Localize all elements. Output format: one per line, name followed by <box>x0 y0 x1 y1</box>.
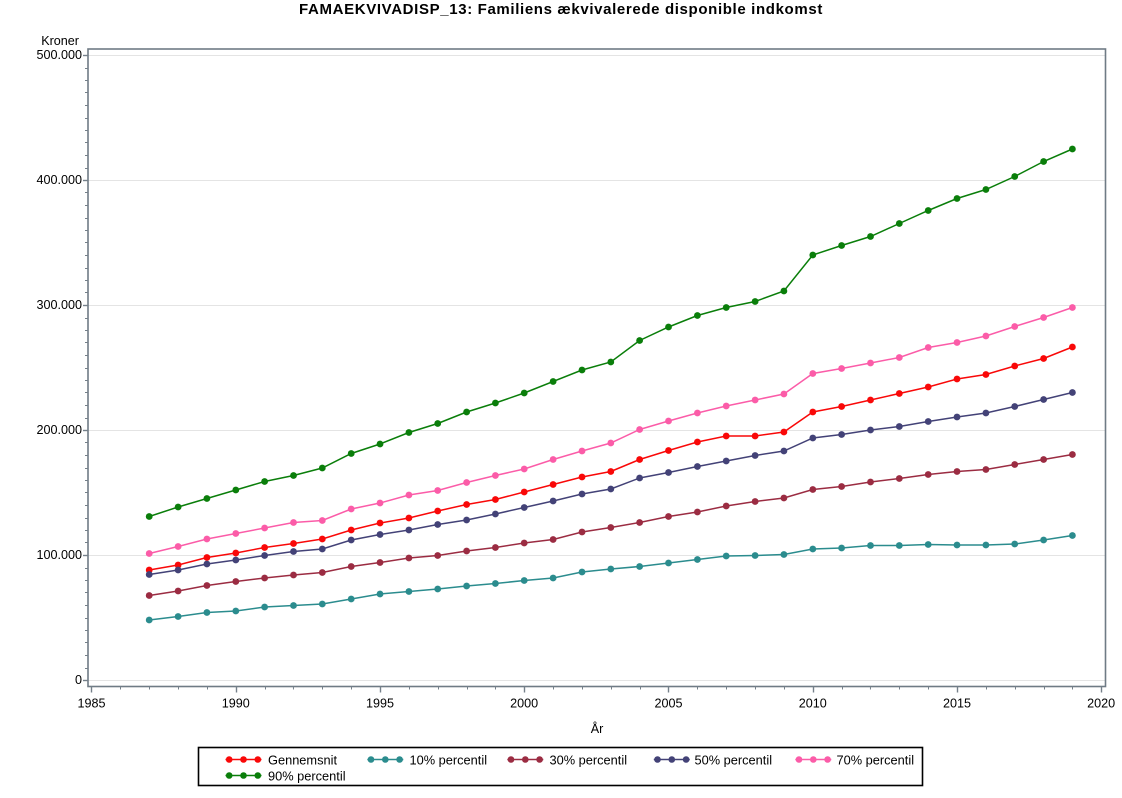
svg-text:90% percentil: 90% percentil <box>268 768 346 783</box>
svg-text:1995: 1995 <box>366 697 394 711</box>
svg-text:Kroner: Kroner <box>41 34 79 48</box>
svg-text:Gennemsnit: Gennemsnit <box>268 752 337 767</box>
svg-text:30% percentil: 30% percentil <box>550 752 628 767</box>
svg-text:0: 0 <box>75 673 82 687</box>
svg-text:2000: 2000 <box>510 697 538 711</box>
svg-text:2020: 2020 <box>1087 697 1115 711</box>
svg-text:1985: 1985 <box>77 697 105 711</box>
svg-text:100.000: 100.000 <box>36 548 82 562</box>
svg-text:70% percentil: 70% percentil <box>837 752 915 767</box>
svg-text:FAMAEKVIVADISP_13: Familiens æ: FAMAEKVIVADISP_13: Familiens ækvivalered… <box>299 1 823 18</box>
svg-text:2005: 2005 <box>654 697 682 711</box>
svg-text:2015: 2015 <box>943 697 971 711</box>
svg-text:500.000: 500.000 <box>36 48 82 62</box>
svg-text:400.000: 400.000 <box>36 173 82 187</box>
svg-text:300.000: 300.000 <box>36 298 82 312</box>
svg-text:År: År <box>591 721 604 736</box>
svg-text:200.000: 200.000 <box>36 423 82 437</box>
svg-text:10% percentil: 10% percentil <box>410 752 488 767</box>
svg-text:1990: 1990 <box>222 697 250 711</box>
svg-text:50% percentil: 50% percentil <box>695 752 773 767</box>
svg-text:2010: 2010 <box>799 697 827 711</box>
